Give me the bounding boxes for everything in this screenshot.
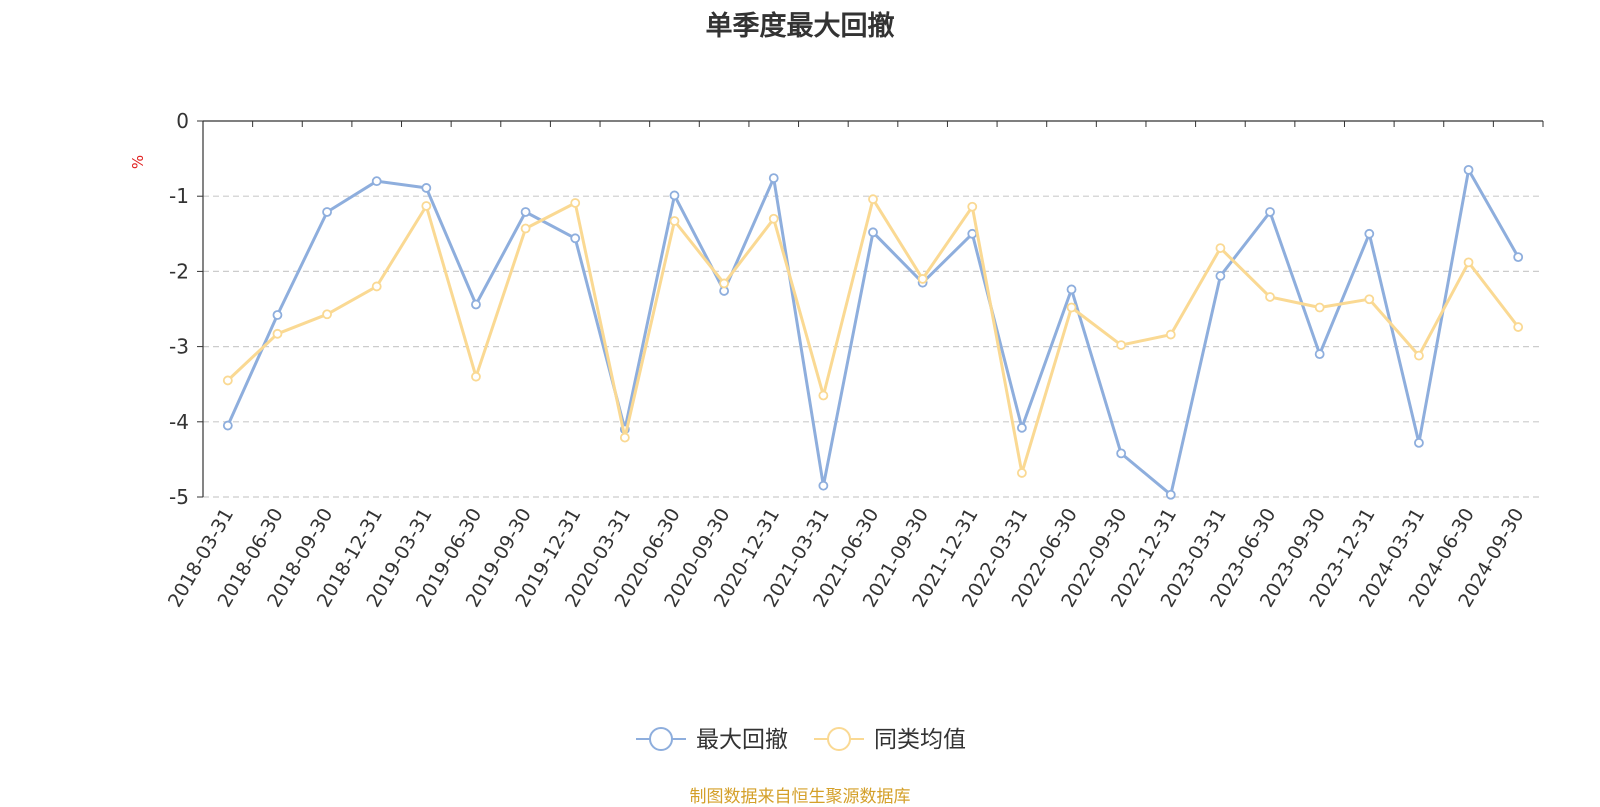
data-point [222, 420, 233, 431]
data-point [1314, 302, 1325, 313]
data-point [967, 228, 978, 239]
legend-label: 同类均值 [874, 727, 966, 753]
data-point [868, 227, 878, 238]
y-tick-label: -3 [169, 335, 189, 359]
data-point [1116, 340, 1127, 350]
data-point [1016, 468, 1027, 478]
data-point [520, 207, 531, 217]
data-point [669, 190, 680, 201]
series-line [226, 197, 1520, 475]
data-point [272, 328, 283, 339]
data-point [818, 390, 829, 401]
data-point [1314, 349, 1325, 360]
data-point [1414, 350, 1424, 361]
series-line [226, 168, 1520, 497]
data-point [1066, 302, 1077, 313]
data-point [471, 371, 481, 382]
data-point [570, 233, 581, 244]
data-point [1513, 252, 1524, 263]
data-point [1463, 257, 1474, 268]
data-point [818, 480, 829, 491]
data-point [1414, 437, 1424, 448]
data-point [768, 173, 779, 184]
data-point [1364, 294, 1375, 305]
source-note: 制图数据来自恒生聚源数据库 [689, 787, 911, 807]
legend-marker [649, 727, 673, 751]
data-point [520, 223, 531, 234]
data-point [272, 310, 283, 320]
y-tick-label: 0 [176, 109, 189, 133]
data-point [1165, 489, 1176, 500]
data-point [1116, 448, 1127, 459]
data-point [222, 375, 233, 386]
data-point [570, 198, 581, 208]
y-axis-unit-label: % [129, 155, 147, 169]
data-point [1463, 164, 1474, 175]
data-point [322, 207, 332, 217]
data-point [1165, 329, 1176, 340]
chart-title: 单季度最大回撤 [705, 11, 895, 42]
data-point [371, 281, 382, 292]
data-point [1265, 207, 1275, 217]
data-point [1215, 243, 1226, 253]
data-point [1066, 284, 1077, 295]
data-point [322, 309, 332, 320]
data-point [669, 216, 680, 226]
data-point [371, 176, 382, 187]
data-point [868, 194, 878, 205]
data-point [1016, 422, 1027, 433]
data-point [421, 201, 432, 211]
data-point [768, 213, 779, 224]
data-point [1364, 228, 1375, 239]
y-tick-label: -5 [169, 485, 189, 509]
data-point [619, 432, 630, 443]
y-tick-label: -2 [169, 259, 189, 283]
legend-marker [827, 727, 851, 751]
data-point [1265, 292, 1275, 302]
data-point [719, 278, 730, 289]
data-point [967, 201, 978, 212]
y-tick-label: -1 [169, 184, 189, 208]
data-point [1215, 271, 1226, 281]
y-tick-label: -4 [169, 410, 189, 434]
data-point [1513, 322, 1524, 332]
legend-label: 最大回撤 [696, 727, 788, 753]
data-point [471, 299, 481, 310]
data-point [421, 183, 432, 193]
data-point [917, 274, 928, 284]
